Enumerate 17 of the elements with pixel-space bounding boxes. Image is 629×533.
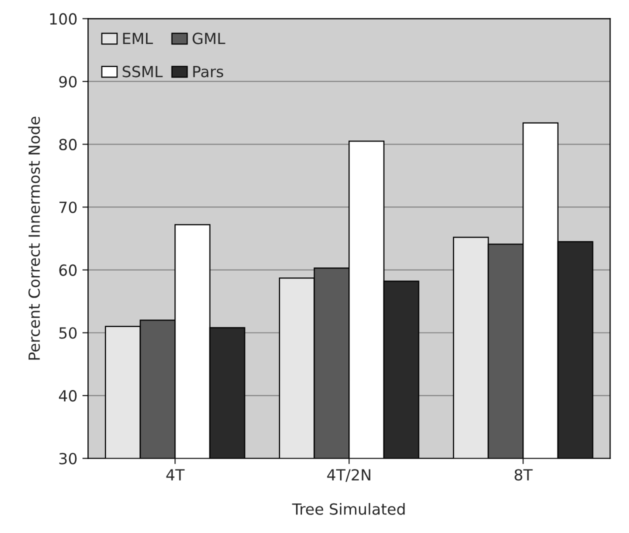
y-tick-label: 80 bbox=[59, 138, 77, 150]
x-tick-label: 4T bbox=[166, 469, 185, 480]
y-tick-label: 40 bbox=[58, 390, 77, 402]
legend-label: Pars bbox=[193, 66, 224, 78]
y-tick-label: 50 bbox=[59, 327, 77, 339]
y-axis-title: Percent Correct Innermost Node bbox=[28, 116, 40, 360]
y-tick-label: 100 bbox=[50, 13, 77, 25]
legend-label: GML bbox=[192, 32, 226, 44]
legend-label: SSML bbox=[122, 66, 163, 78]
y-tick-label: 90 bbox=[59, 76, 77, 88]
x-tick-label: 4T/2N bbox=[327, 469, 370, 482]
y-tick-label: 70 bbox=[59, 202, 77, 214]
x-tick-label: 8T bbox=[514, 469, 533, 481]
legend-label: EML bbox=[123, 32, 153, 44]
y-tick-label: 60 bbox=[59, 264, 77, 276]
x-axis-title: Tree Simulated bbox=[292, 503, 405, 515]
y-tick-label: 30 bbox=[59, 452, 77, 464]
